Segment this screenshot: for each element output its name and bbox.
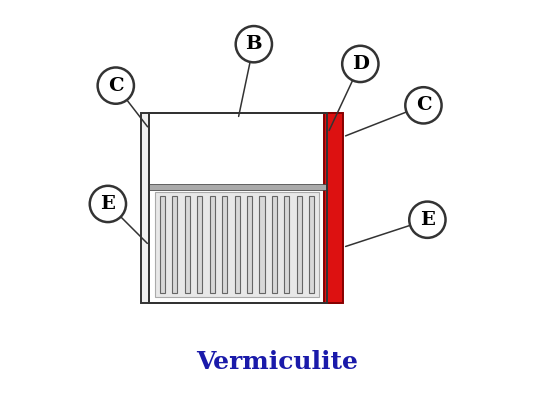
Circle shape [342, 46, 379, 82]
Bar [210, 196, 215, 293]
Bar [309, 196, 314, 293]
Bar [284, 196, 290, 293]
Bar [297, 196, 302, 293]
Bar [152, 121, 323, 186]
Bar [197, 196, 202, 293]
Text: C: C [416, 96, 431, 114]
Bar [149, 113, 327, 302]
Bar [142, 113, 339, 302]
Bar [172, 196, 178, 293]
Text: C: C [108, 77, 124, 95]
Bar [149, 119, 331, 153]
Bar [222, 196, 227, 293]
Bar [185, 196, 190, 293]
Circle shape [98, 68, 134, 104]
Bar [149, 184, 327, 190]
Bar [259, 196, 265, 293]
Text: E: E [100, 195, 115, 213]
Text: E: E [420, 211, 435, 229]
Bar [155, 192, 319, 297]
Text: D: D [352, 55, 369, 73]
Bar [160, 196, 165, 293]
Bar [149, 113, 327, 302]
Text: Vermiculite: Vermiculite [196, 350, 359, 374]
Circle shape [405, 87, 442, 124]
Circle shape [90, 186, 126, 222]
Bar [272, 196, 277, 293]
Bar [235, 196, 240, 293]
Text: B: B [245, 35, 262, 53]
Bar [324, 113, 343, 302]
Bar [247, 196, 252, 293]
Circle shape [236, 26, 272, 62]
Circle shape [409, 202, 446, 238]
